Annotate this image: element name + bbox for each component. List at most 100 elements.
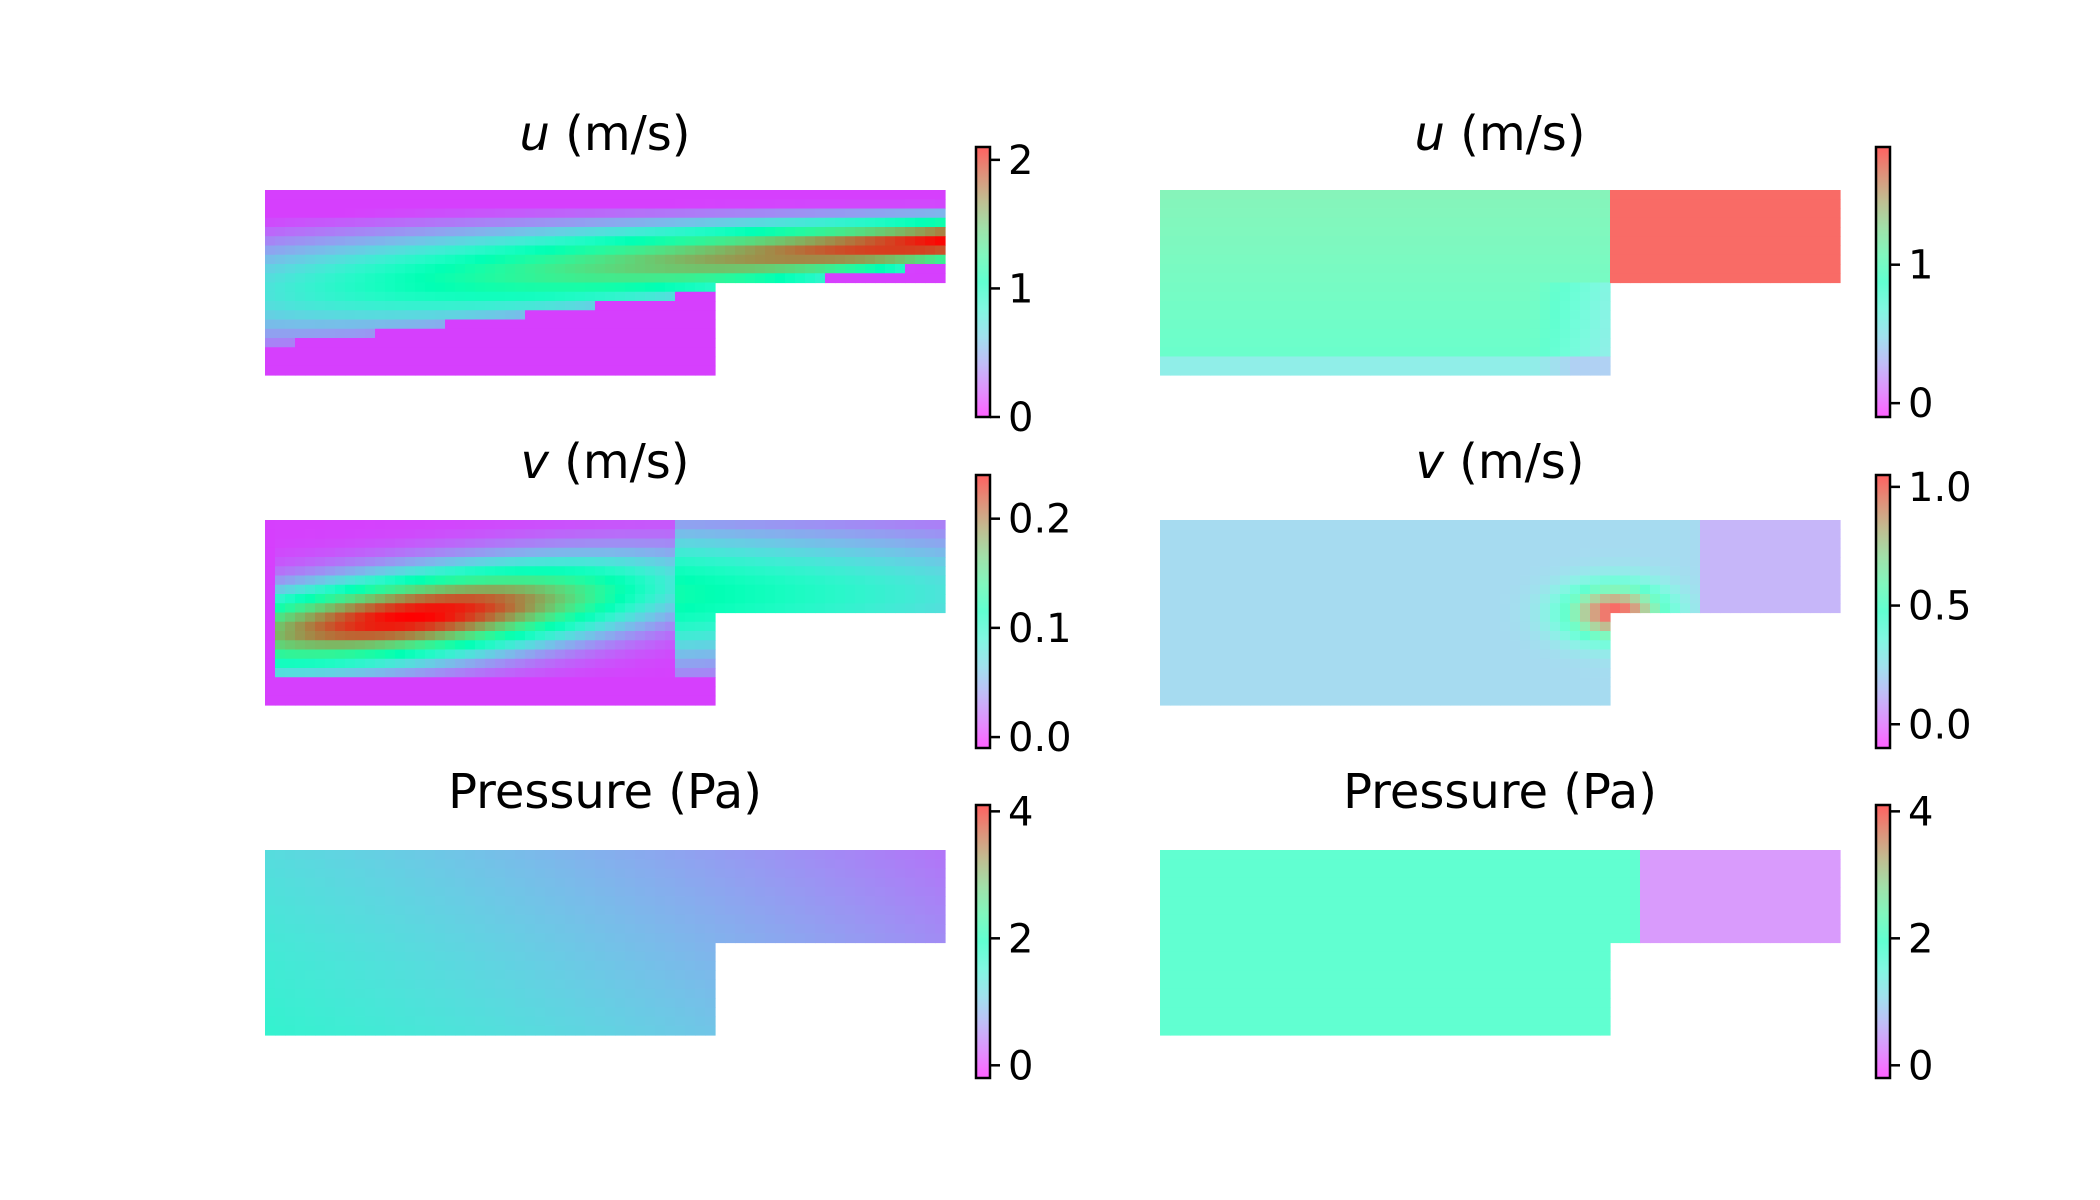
heatmap-cell [695,227,706,237]
heatmap-cell [1820,254,1831,265]
heatmap-cell [1580,301,1591,311]
heatmap-cell [1260,557,1271,567]
heatmap-cell [575,529,586,540]
heatmap-cell [475,668,486,678]
heatmap-cell [1710,190,1721,200]
heatmap-cell [1660,520,1671,530]
heatmap-cell [655,264,666,274]
heatmap-cell [625,291,636,302]
heatmap-cell [535,668,546,678]
heatmap-cell [895,575,906,586]
heatmap-cell [665,365,676,376]
heatmap-cell [785,529,796,540]
heatmap-cell [1690,575,1701,586]
heatmap-cell [705,584,716,595]
heatmap-cell [1670,538,1681,549]
heatmap-cell [325,254,336,265]
heatmap-cell [915,245,926,256]
heatmap-cell [285,979,296,990]
heatmap-cell [465,933,476,944]
heatmap-cell [345,291,356,302]
heatmap-cell [1630,227,1641,237]
heatmap-cell [1410,547,1421,558]
heatmap-cell [405,612,416,623]
heatmap-cell [1570,677,1581,688]
heatmap-cell [715,264,726,274]
heatmap-cell [365,612,376,623]
heatmap-cell [1460,695,1471,706]
heatmap-cell [1470,520,1481,530]
heatmap-cell [1250,310,1261,321]
heatmap-cell [675,529,686,540]
heatmap-cell [1580,347,1591,358]
heatmap-cell [665,328,676,339]
heatmap-cell [445,640,456,651]
heatmap-cell [1790,584,1801,595]
heatmap-cell [1400,547,1411,558]
heatmap-cell [1450,328,1461,339]
heatmap-cell [855,245,866,256]
heatmap-cell [1370,603,1381,614]
heatmap-cell [1180,520,1191,530]
heatmap-cell [1700,236,1711,247]
heatmap-cell [1650,217,1661,228]
heatmap-cell [935,254,946,265]
heatmap-cell [1760,529,1771,540]
heatmap-cell [285,547,296,558]
heatmap-cell [585,264,596,274]
heatmap-cell [655,686,666,697]
heatmap-cell [375,319,386,330]
heatmap-cell [565,520,576,530]
heatmap-cell [1310,686,1321,697]
heatmap-cell [1290,199,1301,210]
heatmap-cell [1260,328,1271,339]
heatmap-cell [1300,282,1311,293]
heatmap-cell [295,538,306,549]
heatmap-cell [555,301,566,311]
heatmap-cell [1480,529,1491,540]
heatmap-cell [1200,254,1211,265]
heatmap-cell [1210,310,1221,321]
heatmap-cell [465,254,476,265]
heatmap-cell [1230,658,1241,669]
heatmap-cell [305,887,316,897]
heatmap-cell [1770,584,1781,595]
heatmap-cell [285,887,296,897]
heatmap-cell [305,557,316,567]
heatmap-cell [1360,301,1371,311]
heatmap-cell [1380,603,1391,614]
heatmap-cell [1820,566,1831,577]
heatmap-cell [425,933,436,944]
heatmap-cell [315,338,326,348]
heatmap-cell [1360,273,1371,284]
heatmap-cell [365,365,376,376]
heatmap-cell [635,520,646,530]
heatmap-cell [1650,199,1661,210]
heatmap-cell [1270,227,1281,237]
heatmap-cell [1540,365,1551,376]
heatmap-cell [695,328,706,339]
heatmap-cell [1410,575,1421,586]
heatmap-cell [305,310,316,321]
heatmap-cell [1570,621,1581,632]
heatmap-cell [1470,264,1481,274]
heatmap-cell [425,566,436,577]
heatmap-cell [1330,621,1341,632]
heatmap-cell [345,356,356,367]
heatmap-cell [365,236,376,247]
heatmap-cell [465,227,476,237]
heatmap-cell [1260,217,1271,228]
heatmap-cell [395,914,406,925]
heatmap-cell [815,227,826,237]
heatmap-cell [1720,520,1731,530]
heatmap-cell [1290,695,1301,706]
heatmap-cell [1440,310,1451,321]
heatmap-cell [1330,254,1341,265]
heatmap-cell [1770,529,1781,540]
heatmap-cell [935,236,946,247]
heatmap-cell [1530,566,1541,577]
heatmap-cell [585,547,596,558]
heatmap-cell [265,887,276,897]
heatmap-cell [1470,347,1481,358]
heatmap-cell [405,933,416,944]
